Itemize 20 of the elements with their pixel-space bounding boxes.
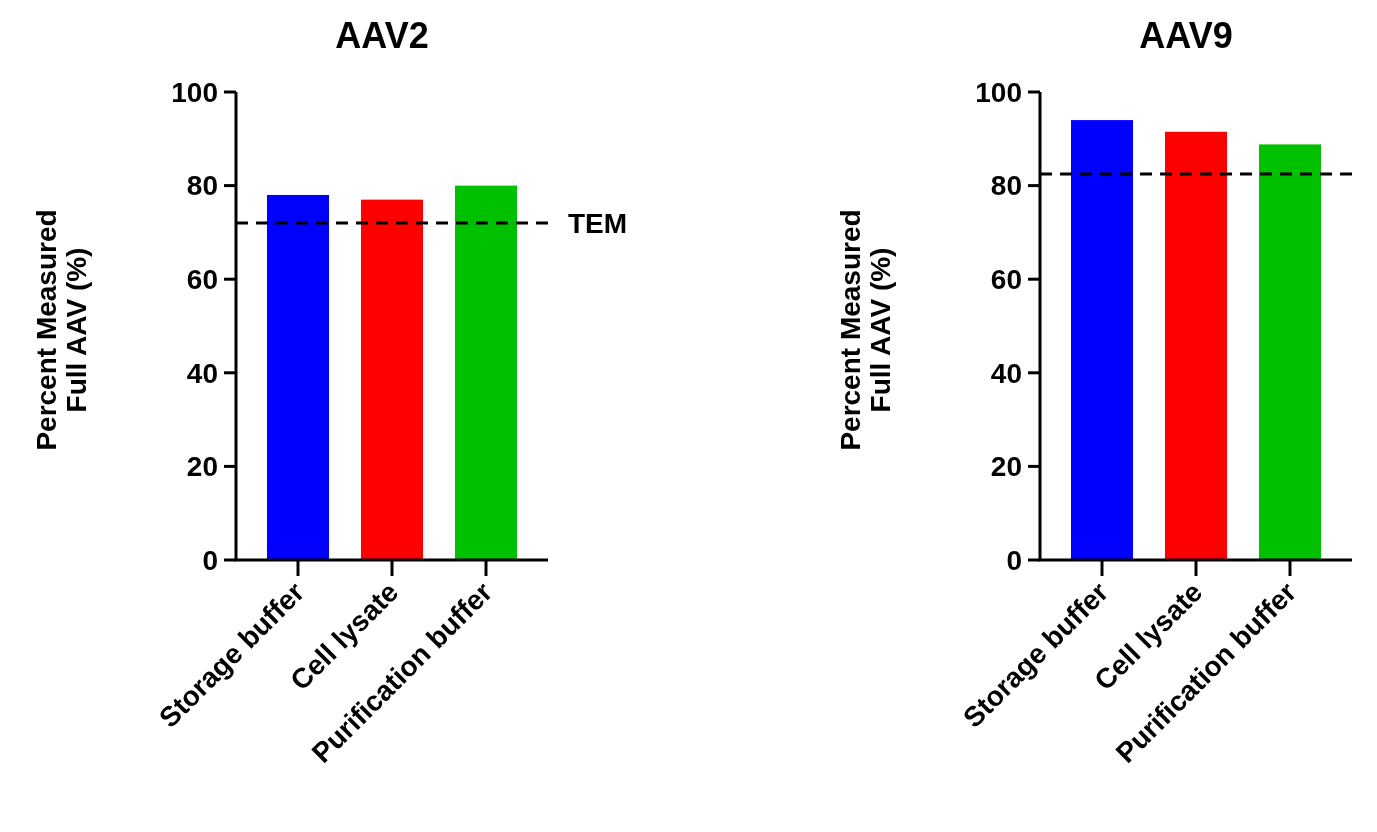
y-tick-label: 40 <box>990 357 1022 389</box>
y-tick-label: 20 <box>186 451 218 483</box>
y-tick-label: 100 <box>171 76 218 108</box>
chart-title: AAV9 <box>1139 15 1233 56</box>
y-tick-label: 60 <box>990 264 1022 295</box>
y-tick-label: 80 <box>186 170 218 202</box>
y-tick-label: 80 <box>990 170 1022 202</box>
y-tick-label: 100 <box>975 76 1022 108</box>
y-tick-label: 0 <box>202 544 218 576</box>
bar <box>360 199 424 560</box>
y-tick-label: 20 <box>990 451 1022 483</box>
chart-title: AAV2 <box>335 15 429 56</box>
y-tick-label: 40 <box>186 357 218 389</box>
bar <box>266 194 330 560</box>
y-axis-title: Percent Measured Full AAV (%) <box>30 209 93 451</box>
bar <box>454 185 518 560</box>
ref-line-label: TEM <box>568 208 628 240</box>
y-axis-title: Percent Measured Full AAV (%) <box>834 209 897 451</box>
y-tick-label: 60 <box>186 264 218 295</box>
y-tick-label: 0 <box>1006 544 1022 576</box>
